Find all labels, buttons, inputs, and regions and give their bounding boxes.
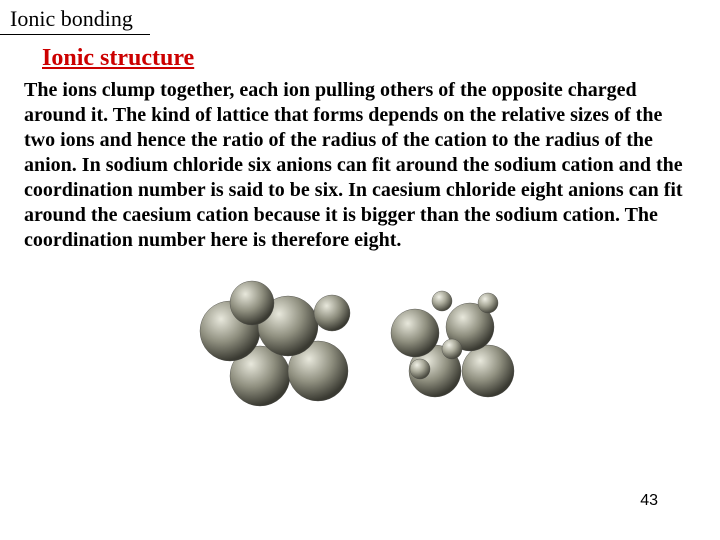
left-cluster-coord6-sphere-5 [314,295,350,331]
right-cluster-coord8-sphere-7 [410,359,430,379]
sphere-diagram-svg [190,271,530,411]
body-paragraph: The ions clump together, each ion pullin… [0,78,720,253]
ionic-structure-diagram [0,271,720,411]
right-cluster-coord8-sphere-2 [391,309,439,357]
section-title: Ionic structure [0,35,720,78]
slide-header: Ionic bonding [0,0,150,35]
left-cluster-coord6-sphere-4 [230,281,274,325]
page-number: 43 [640,492,658,510]
right-cluster-coord8-sphere-6 [478,293,498,313]
right-cluster-coord8-sphere-5 [432,291,452,311]
right-cluster-coord8-sphere-1 [462,345,514,397]
right-cluster-coord8-sphere-4 [442,339,462,359]
